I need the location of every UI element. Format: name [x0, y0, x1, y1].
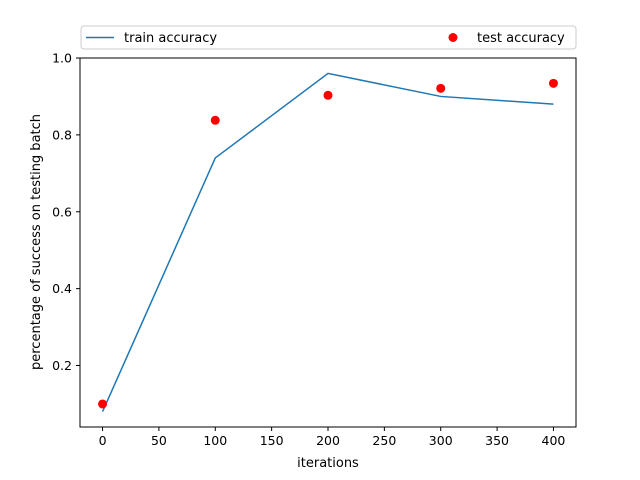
y-tick-label: 1.0	[52, 51, 72, 66]
x-axis-title: iterations	[297, 456, 359, 471]
test-accuracy-point	[210, 115, 220, 125]
legend-test-label: test accuracy	[477, 31, 565, 46]
legend: train accuracy test accuracy	[80, 25, 577, 50]
legend-train-label: train accuracy	[124, 31, 217, 46]
legend-test-swatch	[448, 33, 458, 42]
x-tick-label: 100	[203, 433, 227, 448]
x-tick-label: 300	[429, 433, 453, 448]
test-accuracy-point	[98, 399, 108, 409]
y-tick-label: 0.6	[52, 204, 72, 219]
y-axis: 0.2 0.4 0.6 0.8 1.0	[52, 51, 80, 373]
plot-layer	[98, 72, 558, 412]
y-tick-label: 0.2	[52, 358, 72, 373]
x-axis: 0 50 100 150 200 250 300 350 400	[99, 427, 566, 448]
train-accuracy-line	[101, 72, 554, 412]
x-tick-label: 250	[372, 433, 396, 448]
y-axis-title: percentage of success on testing batch	[29, 114, 44, 370]
x-tick-label: 350	[485, 433, 509, 448]
x-tick-label: 150	[260, 433, 284, 448]
test-accuracy-point	[436, 83, 446, 93]
x-tick-label: 400	[542, 433, 566, 448]
x-tick-label: 0	[99, 433, 107, 448]
y-tick-label: 0.8	[52, 127, 72, 142]
x-tick-label: 200	[316, 433, 340, 448]
x-tick-label: 50	[151, 433, 167, 448]
y-tick-label: 0.4	[52, 281, 72, 296]
legend-frame	[80, 25, 577, 50]
test-accuracy-point	[323, 90, 333, 100]
test-accuracy-point	[548, 78, 558, 88]
